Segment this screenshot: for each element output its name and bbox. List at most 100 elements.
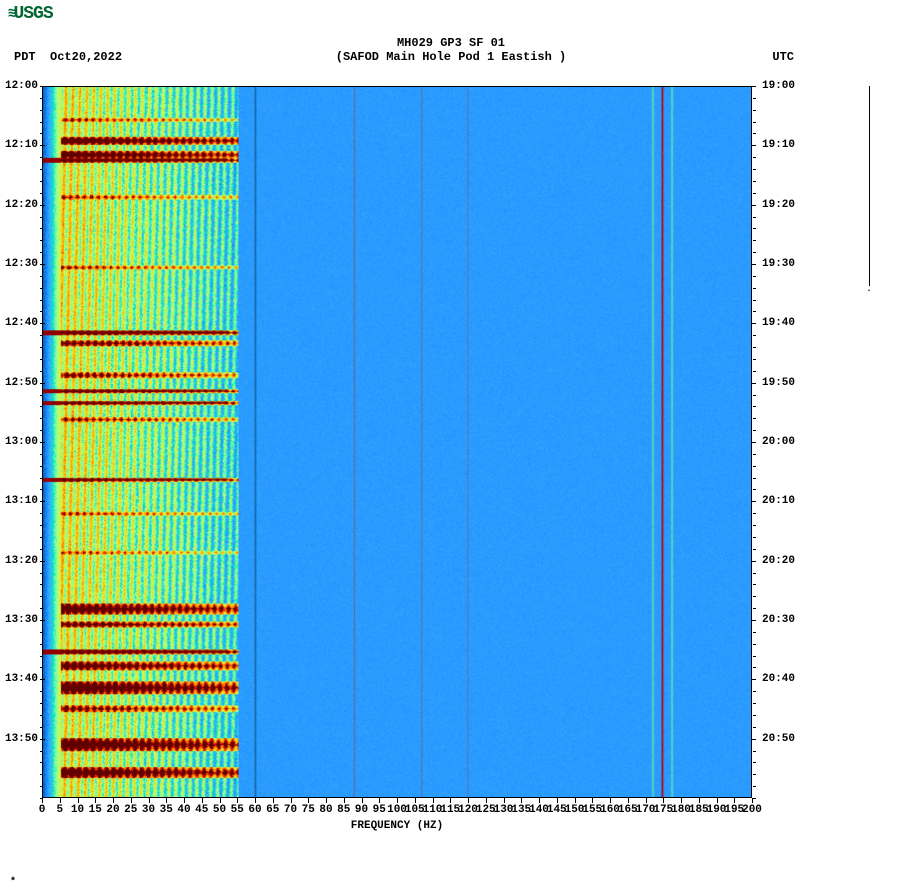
xtick-mark xyxy=(149,798,150,803)
chart-title: MH029 GP3 SF 01 (SAFOD Main Hole Pod 1 E… xyxy=(0,36,902,64)
ytick-left: 13:50 xyxy=(5,733,38,745)
ytick-mark xyxy=(753,454,756,455)
ytick-mark xyxy=(753,478,756,479)
xtick-label: 45 xyxy=(195,804,208,816)
ytick-mark xyxy=(40,632,43,633)
ytick-mark xyxy=(40,110,43,111)
ytick-mark xyxy=(751,561,756,562)
xtick-mark xyxy=(344,798,345,803)
ytick-mark xyxy=(40,679,45,680)
xtick-mark xyxy=(291,798,292,803)
xtick-mark xyxy=(539,798,540,803)
ytick-mark xyxy=(753,513,756,514)
ytick-mark xyxy=(751,383,756,384)
xtick-mark xyxy=(681,798,682,803)
ytick-mark xyxy=(40,489,43,490)
x-axis: FREQUENCY (HZ) 0510152025303540455055606… xyxy=(42,798,752,838)
ytick-mark xyxy=(40,667,43,668)
ytick-right: 20:00 xyxy=(762,436,795,448)
xtick-mark xyxy=(486,798,487,803)
xtick-mark xyxy=(734,798,735,803)
ytick-mark xyxy=(40,501,45,502)
ytick-mark xyxy=(753,133,756,134)
footer-mark: * xyxy=(10,877,16,888)
xtick-label: 200 xyxy=(742,804,762,816)
ytick-mark xyxy=(753,632,756,633)
ytick-left: 12:30 xyxy=(5,258,38,270)
xtick-label: 85 xyxy=(337,804,350,816)
ytick-mark xyxy=(40,335,43,336)
xtick-mark xyxy=(415,798,416,803)
ytick-mark xyxy=(751,145,756,146)
ytick-mark xyxy=(753,193,756,194)
ytick-mark xyxy=(40,774,43,775)
ytick-mark xyxy=(753,751,756,752)
xtick-mark xyxy=(379,798,380,803)
ytick-right: 19:10 xyxy=(762,139,795,151)
xtick-mark xyxy=(273,798,274,803)
ytick-mark xyxy=(753,335,756,336)
ytick-mark xyxy=(40,347,43,348)
ytick-mark xyxy=(40,133,43,134)
ytick-mark xyxy=(753,371,756,372)
ytick-mark xyxy=(753,715,756,716)
ytick-mark xyxy=(40,703,43,704)
xtick-label: 95 xyxy=(373,804,386,816)
ytick-mark xyxy=(753,169,756,170)
ytick-left: 12:40 xyxy=(5,317,38,329)
ytick-mark xyxy=(753,656,756,657)
ytick-mark xyxy=(40,276,43,277)
ytick-mark xyxy=(751,501,756,502)
ytick-mark xyxy=(40,98,43,99)
xtick-label: 35 xyxy=(160,804,173,816)
xtick-mark xyxy=(237,798,238,803)
ytick-mark xyxy=(753,395,756,396)
xtick-label: 60 xyxy=(248,804,261,816)
ytick-mark xyxy=(753,311,756,312)
ytick-mark xyxy=(753,762,756,763)
ytick-mark xyxy=(40,264,45,265)
ytick-mark xyxy=(40,762,43,763)
ytick-mark xyxy=(40,145,45,146)
ytick-mark xyxy=(753,786,756,787)
ytick-mark xyxy=(753,359,756,360)
xtick-mark xyxy=(255,798,256,803)
ytick-mark xyxy=(40,573,43,574)
timezone-right: UTC xyxy=(772,50,794,64)
xtick-label: 75 xyxy=(302,804,315,816)
xtick-mark xyxy=(166,798,167,803)
xtick-mark xyxy=(521,798,522,803)
xtick-mark xyxy=(752,798,753,803)
xtick-mark xyxy=(628,798,629,803)
ytick-right: 19:20 xyxy=(762,199,795,211)
ytick-mark xyxy=(40,608,43,609)
xtick-label: 10 xyxy=(71,804,84,816)
ytick-mark xyxy=(753,644,756,645)
title-line1: MH029 GP3 SF 01 xyxy=(0,36,902,50)
ytick-left: 12:00 xyxy=(5,80,38,92)
ytick-mark xyxy=(753,525,756,526)
ytick-mark xyxy=(753,537,756,538)
xtick-mark xyxy=(504,798,505,803)
ytick-mark xyxy=(40,549,43,550)
ytick-left: 13:30 xyxy=(5,614,38,626)
ytick-right: 20:40 xyxy=(762,673,795,685)
ytick-mark xyxy=(753,252,756,253)
ytick-left: 13:40 xyxy=(5,673,38,685)
ytick-mark xyxy=(753,774,756,775)
ytick-mark xyxy=(40,584,43,585)
xtick-mark xyxy=(699,798,700,803)
timezone-left: PDT Oct20,2022 xyxy=(14,50,122,64)
ytick-mark xyxy=(40,193,43,194)
ytick-mark xyxy=(753,300,756,301)
ytick-mark xyxy=(753,667,756,668)
usgs-logo: ≋USGS xyxy=(8,4,53,24)
ytick-mark xyxy=(40,217,43,218)
xtick-mark xyxy=(184,798,185,803)
xtick-label: 40 xyxy=(177,804,190,816)
ytick-mark xyxy=(40,122,43,123)
ytick-mark xyxy=(753,240,756,241)
xtick-mark xyxy=(663,798,664,803)
ytick-mark xyxy=(40,300,43,301)
xtick-mark xyxy=(646,798,647,803)
